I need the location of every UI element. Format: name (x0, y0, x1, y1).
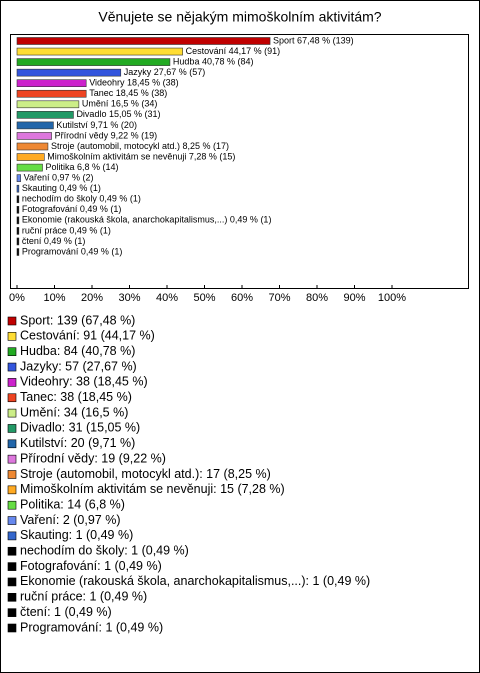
legend-swatch (7, 531, 17, 541)
bar (16, 174, 21, 182)
legend-label: Umění: 34 (16,5 %) (20, 405, 128, 419)
legend-label: Ekonomie (rakouská škola, anarchokapital… (20, 574, 370, 588)
legend-label: Tanec: 38 (18,45 %) (20, 390, 132, 404)
x-tick-label: 70% (268, 292, 290, 304)
value-label: nechodím do školy 0,49 % (1) (22, 194, 141, 204)
bar (16, 153, 45, 161)
value-label: Mimoškolním aktivitám se nevěnuji 7,28 %… (47, 151, 235, 161)
legend-label: Stroje (automobil, motocykl atd.): 17 (8… (20, 467, 271, 481)
legend-swatch (7, 332, 17, 341)
x-tick-label: 60% (231, 292, 253, 304)
legend-swatch (7, 623, 17, 633)
legend-label: Politika: 14 (6,8 %) (20, 497, 125, 511)
legend-swatch (7, 577, 17, 587)
legend-label: Mimoškolním aktivitám se nevěnuji: 15 (7… (20, 482, 285, 496)
legend-swatch (7, 516, 17, 525)
value-label: Tanec 18,45 % (38) (89, 88, 167, 98)
legend-swatch (7, 439, 17, 449)
bar (16, 111, 74, 119)
bar (16, 68, 122, 77)
bar (16, 37, 271, 45)
value-label: Stroje (automobil, motocykl atd.) 8,25 %… (51, 141, 229, 151)
x-tick-label: 10% (43, 292, 65, 304)
x-tick-label: 80% (306, 292, 328, 304)
legend-label: Sport: 139 (67,48 %) (20, 313, 135, 327)
legend-label: čtení: 1 (0,49 %) (20, 605, 112, 619)
legend-label: Divadlo: 31 (15,05 %) (20, 421, 140, 435)
value-label: Vaření 0,97 % (2) (24, 173, 94, 183)
value-label: Sport 67,48 % (139) (273, 35, 354, 45)
legend-swatch (7, 424, 17, 433)
bar (16, 248, 20, 256)
legend-swatch (7, 470, 17, 479)
legend-swatch (7, 608, 17, 617)
value-label: Politika 6,8 % (14) (46, 162, 119, 172)
x-tick-label: 100% (378, 292, 406, 304)
bar (16, 206, 20, 214)
x-tick-label: 0% (9, 292, 25, 304)
legend-label: Hudba: 84 (40,78 %) (20, 344, 135, 358)
value-label: čtení 0,49 % (1) (22, 236, 86, 246)
legend-label: nechodím do školy: 1 (0,49 %) (20, 544, 189, 558)
value-label: Přírodní vědy 9,22 % (19) (55, 130, 158, 140)
plot-frame (10, 34, 469, 289)
legend-swatch (7, 500, 17, 510)
bar (16, 227, 20, 235)
bar (16, 216, 20, 225)
x-tick-label: 50% (193, 292, 215, 304)
bar (16, 121, 54, 130)
legend-label: Jazyky: 57 (27,67 %) (20, 359, 137, 373)
bar (16, 100, 80, 109)
value-label: ruční práce 0,49 % (1) (22, 225, 111, 235)
x-tick-label: 40% (156, 292, 178, 304)
bar (16, 237, 20, 246)
bar (16, 132, 52, 140)
value-label: Divadlo 15,05 % (31) (76, 109, 160, 119)
bar (16, 142, 49, 151)
bar (16, 58, 171, 66)
legend-label: Skauting: 1 (0,49 %) (20, 528, 133, 542)
legend-swatch (7, 362, 17, 372)
value-label: Umění 16,5 % (34) (82, 99, 158, 109)
x-tick-label: 30% (118, 292, 140, 304)
legend-swatch (7, 592, 17, 602)
legend-swatch (7, 393, 17, 403)
legend-label: Cestování: 91 (44,17 %) (20, 329, 155, 343)
x-tick-label: 20% (81, 292, 103, 304)
value-label: Programování 0,49 % (1) (22, 246, 123, 256)
bar (16, 89, 87, 98)
legend-label: Programování: 1 (0,49 %) (20, 620, 163, 634)
value-label: Cestování 44,17 % (91) (186, 46, 281, 56)
legend-label: Kutilství: 20 (9,71 %) (20, 436, 135, 450)
legend-label: Vaření: 2 (0,97 %) (20, 513, 121, 527)
legend-swatch (7, 485, 17, 495)
bar (16, 195, 20, 204)
value-label: Ekonomie (rakouská škola, anarchokapital… (22, 215, 272, 225)
value-label: Kutilství 9,71 % (20) (56, 120, 137, 130)
value-label: Hudba 40,78 % (84) (173, 56, 254, 66)
legend-label: Fotografování: 1 (0,49 %) (20, 559, 162, 573)
legend-swatch (7, 562, 17, 571)
legend-swatch (7, 378, 17, 387)
bar (16, 47, 183, 56)
legend-swatch (7, 316, 17, 326)
legend-swatch (7, 546, 17, 556)
chart-title: Věnujete se nějakým mimoškolním aktivitá… (98, 9, 381, 25)
legend-label: Přírodní vědy: 19 (9,22 %) (20, 451, 166, 465)
legend-label: ruční práce: 1 (0,49 %) (20, 590, 147, 604)
legend-label: Videohry: 38 (18,45 %) (20, 375, 148, 389)
legend-swatch (7, 347, 17, 357)
value-label: Jazyky 27,67 % (57) (124, 67, 206, 77)
value-label: Videohry 18,45 % (38) (89, 78, 178, 88)
legend-swatch (7, 454, 17, 464)
bar (16, 163, 43, 172)
x-tick-label: 90% (343, 292, 365, 304)
bar (16, 184, 20, 193)
value-label: Skauting 0,49 % (1) (22, 183, 101, 193)
bar (16, 79, 87, 87)
value-label: Fotografování 0,49 % (1) (22, 204, 122, 214)
legend-swatch (7, 408, 17, 418)
